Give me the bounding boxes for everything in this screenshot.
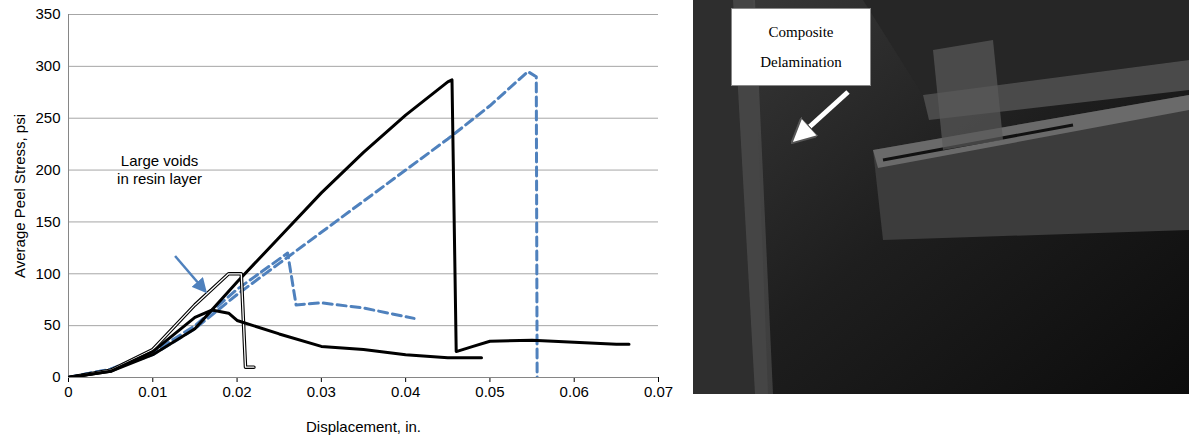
- svg-text:0.04: 0.04: [391, 383, 420, 400]
- svg-text:200: 200: [35, 161, 60, 178]
- svg-text:350: 350: [35, 5, 60, 22]
- svg-text:0.07: 0.07: [644, 383, 673, 400]
- svg-text:Displacement, in.: Displacement, in.: [306, 418, 421, 435]
- svg-text:300: 300: [35, 57, 60, 74]
- svg-text:50: 50: [44, 316, 61, 333]
- svg-text:0: 0: [64, 383, 72, 400]
- svg-text:Large voidsin resin layer: Large voidsin resin layer: [117, 152, 202, 186]
- svg-text:Average Peel Stress, psi: Average Peel Stress, psi: [11, 114, 28, 278]
- html-text:Composite Delamination: Composite Delamination: [760, 24, 842, 70]
- svg-text:0.05: 0.05: [475, 383, 504, 400]
- svg-text:0.02: 0.02: [222, 383, 251, 400]
- svg-text:0.01: 0.01: [138, 383, 167, 400]
- svg-text:250: 250: [35, 109, 60, 126]
- svg-text:100: 100: [35, 265, 60, 282]
- svg-text:0.03: 0.03: [307, 383, 336, 400]
- svg-text:0: 0: [52, 368, 60, 385]
- svg-text:150: 150: [35, 213, 60, 230]
- svg-text:0.06: 0.06: [560, 383, 589, 400]
